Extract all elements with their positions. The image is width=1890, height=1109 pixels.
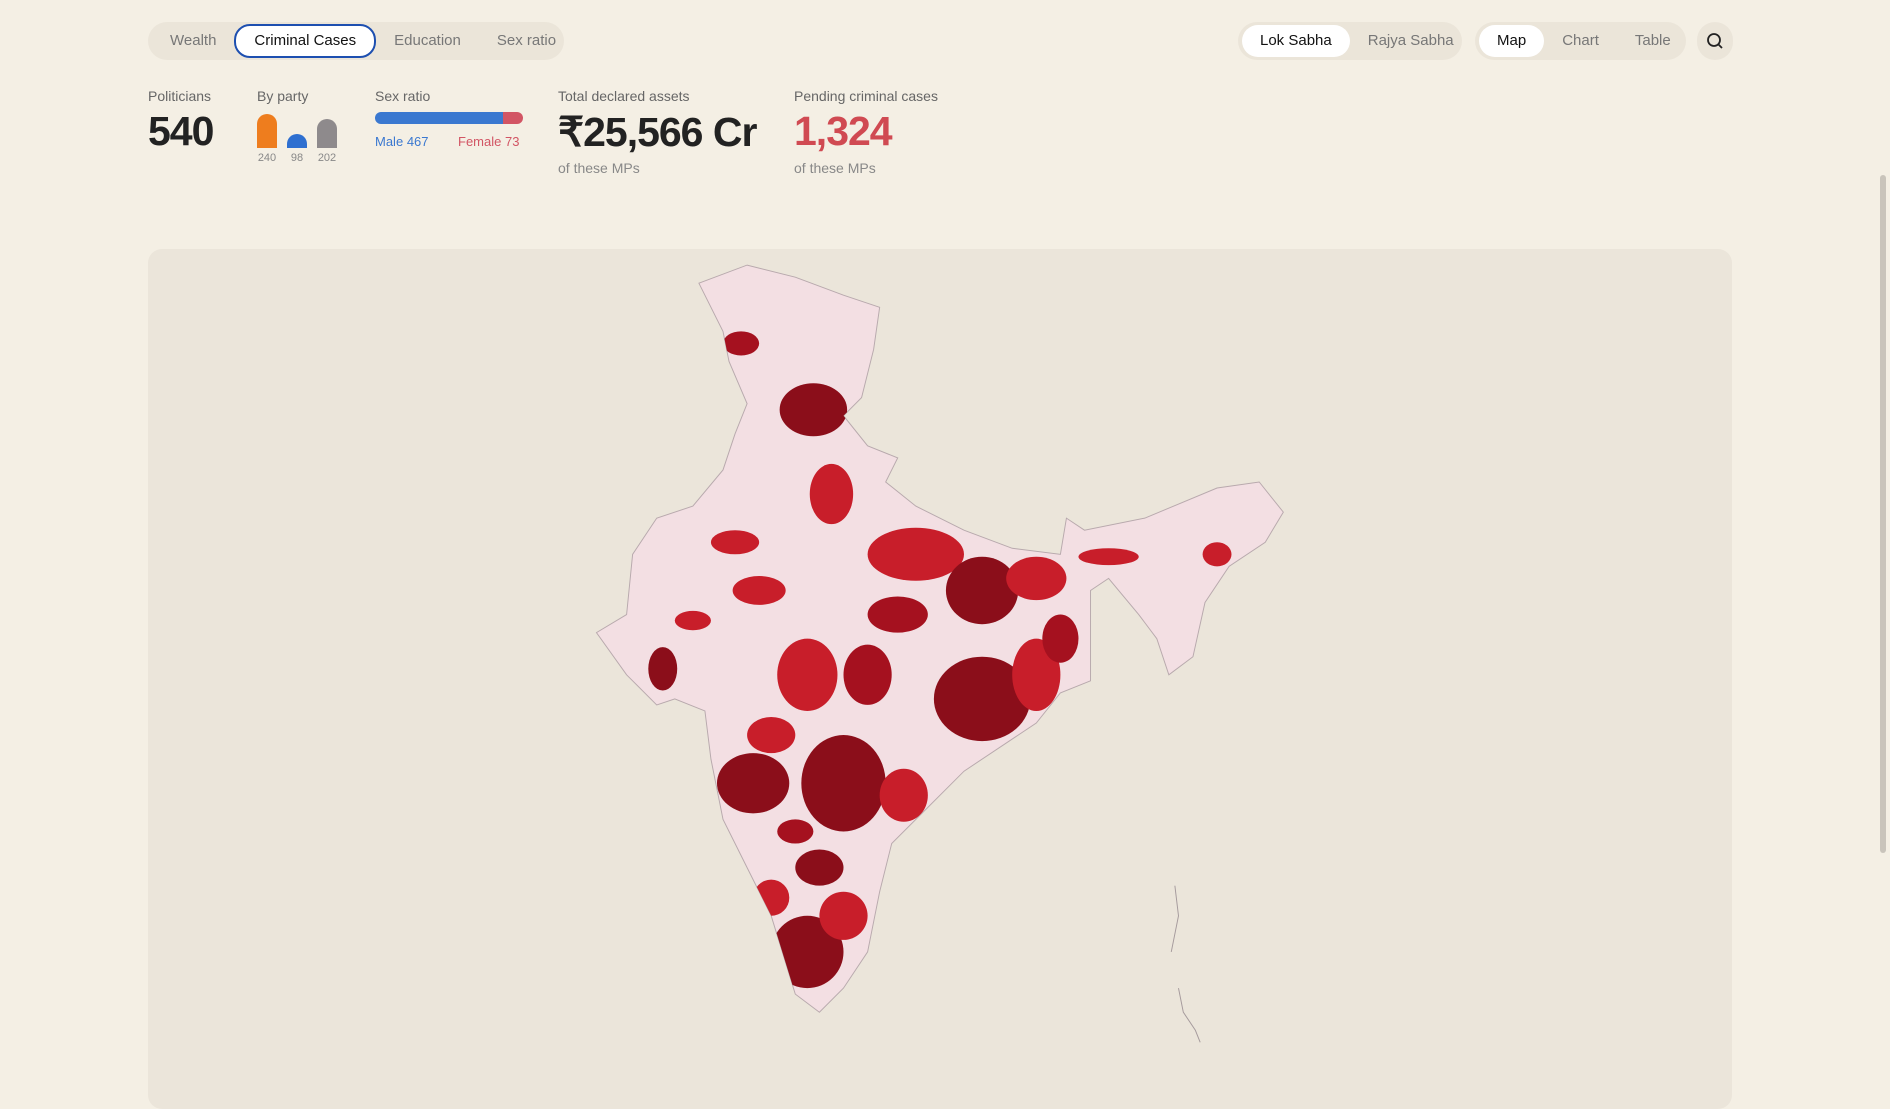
toggle-selected[interactable]: Map — [1479, 25, 1545, 57]
view-toggle: Map Chart Table — [1475, 22, 1686, 60]
party-bar — [317, 119, 337, 148]
stat-value: 540 — [148, 108, 214, 154]
stat-note: of these MPs — [794, 160, 876, 176]
tab[interactable]: Sex ratio — [496, 32, 557, 49]
search-icon — [1707, 33, 1723, 49]
india-map — [595, 264, 1284, 1043]
house-toggle: Lok Sabha Rajya Sabha — [1238, 22, 1462, 60]
stat-label: Pending criminal cases — [794, 88, 938, 104]
stat-label: Sex ratio — [375, 88, 431, 104]
party-bar — [287, 134, 307, 148]
toggle[interactable]: Table — [1634, 32, 1671, 49]
map-panel — [148, 249, 1732, 1109]
party-bar — [257, 114, 277, 148]
male-count: 467 — [406, 134, 429, 149]
scrollbar[interactable] — [1880, 175, 1886, 853]
female-bar — [502, 112, 523, 124]
stat-value: 1,324 — [794, 108, 893, 154]
tab-selected[interactable]: Criminal Cases — [234, 24, 377, 58]
party-count: 202 — [317, 152, 337, 164]
sex-ratio-bar — [375, 112, 523, 124]
tab[interactable]: Education — [394, 32, 461, 49]
female-count: 73 — [504, 134, 520, 149]
male-bar — [375, 112, 503, 124]
party-count: 240 — [257, 152, 277, 164]
female-label: Female 73 — [458, 134, 519, 149]
stat-note: of these MPs — [558, 160, 640, 176]
party-bars: 240 98 202 — [257, 108, 347, 168]
tab[interactable]: Wealth — [170, 32, 217, 49]
stat-label: Politicians — [148, 88, 212, 104]
toggle[interactable]: Chart — [1562, 32, 1599, 49]
male-label: Male 467 — [375, 134, 429, 149]
stat-label: Total declared assets — [558, 88, 690, 104]
stat-value: ₹25,566 Cr — [558, 109, 757, 155]
toggle[interactable]: Rajya Sabha — [1367, 32, 1454, 49]
search-button[interactable] — [1697, 22, 1733, 60]
toggle-selected[interactable]: Lok Sabha — [1242, 25, 1350, 57]
page: Wealth Criminal Cases Education Sex rati… — [148, 22, 1886, 1043]
male-text: Male — [375, 134, 404, 149]
stat-label: By party — [257, 88, 309, 104]
party-count: 98 — [290, 152, 304, 164]
female-text: Female — [458, 134, 502, 149]
metric-tabs: Wealth Criminal Cases Education Sex rati… — [148, 22, 564, 60]
